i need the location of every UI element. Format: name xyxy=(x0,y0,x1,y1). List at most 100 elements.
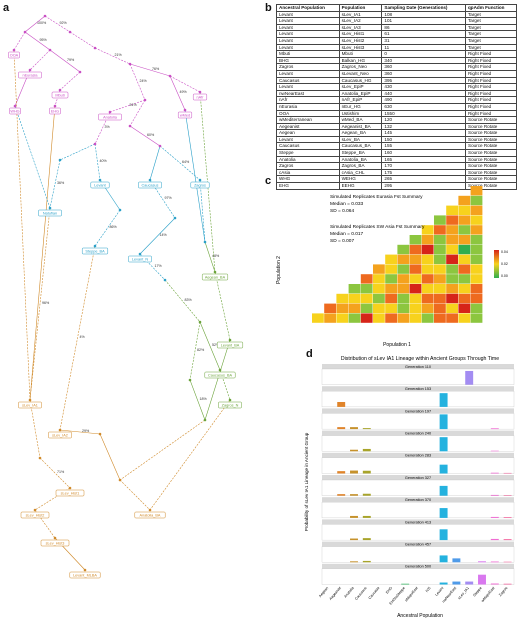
heatmap-cell xyxy=(397,274,410,284)
edge-label: 29% xyxy=(82,429,90,433)
graph-edge xyxy=(169,75,186,111)
heatmap-cell xyxy=(409,303,422,313)
heatmap-cell xyxy=(421,254,434,264)
heatmap-cell xyxy=(385,293,397,304)
facet-strip xyxy=(322,541,514,547)
heatmap-cell xyxy=(458,205,471,215)
heatmap-cell xyxy=(470,284,483,294)
node-label: EHG xyxy=(51,110,59,114)
graph-node xyxy=(48,48,52,52)
table-cell: 150 xyxy=(381,135,466,144)
table-cell: sLev_IA1 xyxy=(338,10,383,19)
heatmap-cell xyxy=(434,235,446,245)
bar xyxy=(465,370,474,385)
heatmap-cell xyxy=(336,293,349,304)
table-cell: Aegeanist_BA xyxy=(338,122,383,131)
heatmap-cell xyxy=(409,235,422,245)
node-label-box xyxy=(98,113,122,121)
table-cell: 101 xyxy=(381,17,466,25)
facet-strip xyxy=(322,497,514,503)
heatmap-cell xyxy=(421,313,434,323)
heatmap-cell xyxy=(373,284,385,294)
node-label-box xyxy=(192,93,208,101)
graph-node xyxy=(33,508,37,512)
node-label-box xyxy=(128,255,152,263)
heatmap-cell xyxy=(421,274,434,284)
facet-panel xyxy=(321,435,515,452)
graph-node xyxy=(13,104,17,108)
table-cell: 132 xyxy=(381,122,466,131)
bar xyxy=(362,515,371,518)
edge-label: 17% xyxy=(155,264,163,268)
table-cell: Levant xyxy=(276,36,340,45)
bar xyxy=(350,427,358,430)
table-row: Levant sLev_IA1 108 Target xyxy=(276,10,517,19)
heatmap-cell xyxy=(409,274,422,284)
edge-label: 96% xyxy=(42,301,50,305)
table-cell: Right Fixed xyxy=(465,83,517,91)
bar xyxy=(490,538,499,541)
node-label: wMed xyxy=(180,114,190,118)
heatmap-cell xyxy=(421,293,434,304)
graph-edge xyxy=(13,49,31,401)
table-row: Levant sLev_Hist3 11 Target xyxy=(276,43,517,52)
bar xyxy=(439,555,448,563)
node-label: Anatolia_BA xyxy=(140,514,161,518)
facet-label: Generation 457 xyxy=(405,543,431,547)
graph-node xyxy=(78,70,82,74)
table-row: Aegean Aegean_BA 145 Source Rotate xyxy=(276,129,517,137)
table-cell: Zagros xyxy=(276,162,340,170)
heatmap-cell xyxy=(434,303,446,313)
edge-label: 95% xyxy=(40,38,48,42)
graph-edge xyxy=(139,253,166,281)
table-cell: wMed_BA xyxy=(338,116,383,124)
bar xyxy=(503,583,512,585)
node-label: Zagros xyxy=(194,184,206,188)
facet-panel xyxy=(321,457,515,474)
heatmap-cell xyxy=(409,284,422,294)
table-row: EHG EEHG 295 Source Rotate xyxy=(276,182,517,190)
node-label-box xyxy=(18,401,42,409)
heatmap-stat-swasia-sd: SD = 0.007 xyxy=(330,238,354,244)
heatmap-cell xyxy=(312,313,324,323)
node-label: Levant_N xyxy=(132,258,149,262)
admixture-graph: 100% 92% 95% 79% 21% 76% 24% 51% 49% 3% 60% 40% 64% 3… xyxy=(8,14,244,579)
node-label: Mbuti xyxy=(55,94,64,98)
heatmap-cell xyxy=(446,303,458,313)
graph-edge xyxy=(204,241,216,273)
heatmap-cell xyxy=(446,264,458,274)
table-row: nEurasia nEur_HG 630 Right Fixed xyxy=(276,102,517,111)
table-cell: Ustishim xyxy=(338,109,383,118)
edge-label: 79% xyxy=(67,58,75,62)
heatmap-cell xyxy=(446,215,458,225)
heatmap-cell xyxy=(397,313,410,323)
edge-label: 36% xyxy=(57,181,65,185)
legend-low: 0.00 xyxy=(501,274,508,278)
table-cell: 155 xyxy=(381,142,466,151)
table-cell: Levant xyxy=(276,23,340,32)
facet-label: Generation 413 xyxy=(405,520,431,524)
graph-edge xyxy=(169,75,201,93)
node-label: Zagros_N xyxy=(222,404,239,408)
heatmap-cell xyxy=(458,195,471,206)
heatmap-cell xyxy=(458,254,471,264)
facet-strip xyxy=(322,430,514,436)
edge-label: 51% xyxy=(130,103,138,107)
graph-edge xyxy=(94,143,101,181)
graph-edge xyxy=(149,399,231,511)
graph-edge xyxy=(184,109,206,243)
table-cell: Levant xyxy=(276,17,340,25)
table-cell: sLev_Hist2 xyxy=(338,36,383,45)
heatmap-cell xyxy=(470,274,483,284)
table-cell: sLevant_Neo xyxy=(338,69,383,78)
graph-node xyxy=(143,98,147,102)
facet-label: Generation 370 xyxy=(405,498,431,502)
table-cell: Right Fixed xyxy=(465,69,517,78)
graph-node xyxy=(58,158,62,162)
facet-panel xyxy=(321,524,515,541)
table-cell: nwNearEast xyxy=(276,89,340,98)
graph-node xyxy=(218,368,222,372)
chart-title: Distribution of sLev IA1 Lineage within … xyxy=(341,356,499,362)
bar xyxy=(362,470,371,474)
heatmap-cell xyxy=(397,244,410,255)
